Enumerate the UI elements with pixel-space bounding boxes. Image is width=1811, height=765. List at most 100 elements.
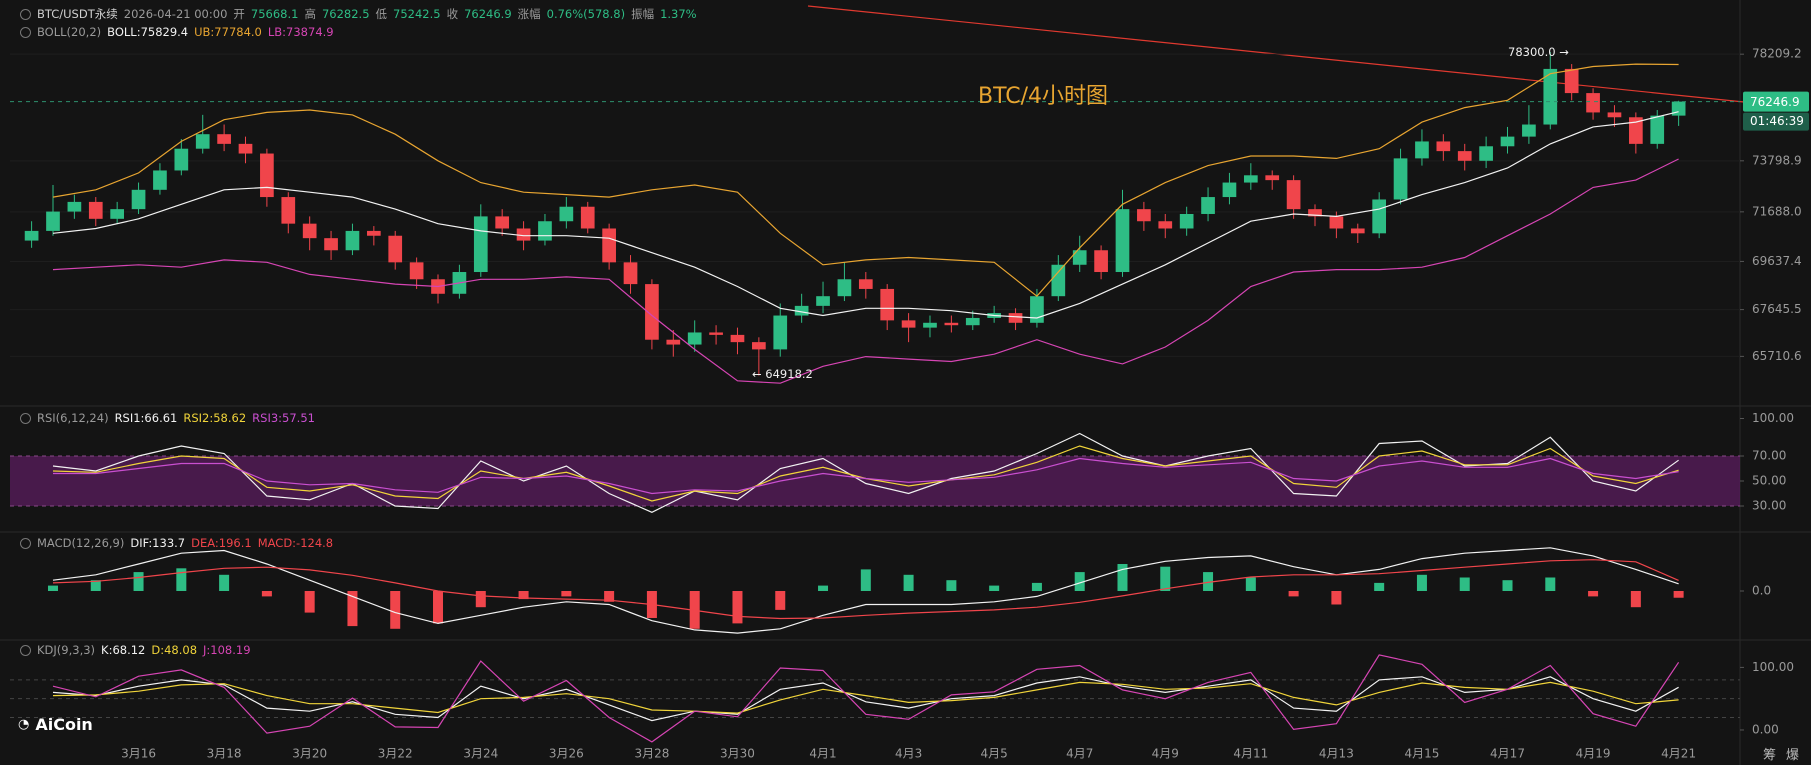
watermark: BTC/4小时图 xyxy=(978,84,1109,109)
histogram-bar xyxy=(433,590,444,624)
candle-body xyxy=(110,209,125,219)
y-tick-label: 30.00 xyxy=(1752,499,1786,513)
histogram-bar xyxy=(390,590,401,629)
candle-body xyxy=(1179,213,1194,229)
series-line xyxy=(52,158,1679,384)
legend-entry: RSI2:58.62 xyxy=(183,411,247,425)
open-value: 75668.1 xyxy=(250,7,299,21)
y-tick-label: 67645.5 xyxy=(1752,302,1802,316)
candle-body xyxy=(1137,209,1151,222)
icon xyxy=(20,412,31,424)
histogram-bar xyxy=(1374,582,1385,591)
histogram-bar xyxy=(1117,563,1128,591)
icon xyxy=(20,8,31,20)
x-tick-label: 3月16 xyxy=(121,747,156,761)
candle-body xyxy=(1522,124,1536,137)
legend-entry: RSI3:57.51 xyxy=(252,411,315,425)
series-line xyxy=(52,111,1679,319)
candle-body xyxy=(645,284,659,340)
candle-body xyxy=(623,262,638,285)
histogram-bar xyxy=(860,569,871,591)
histogram-bar xyxy=(604,590,615,602)
annotation: ← 64918.2 xyxy=(752,367,813,381)
y-tick-label: 100.00 xyxy=(1752,660,1794,674)
histogram-bar xyxy=(1588,590,1599,597)
candle-body xyxy=(602,228,616,263)
legend-entry: D:48.08 xyxy=(151,643,198,657)
candle-body xyxy=(195,134,210,149)
indicator-name: MACD(12,26,9) xyxy=(37,536,125,550)
legend-entry: DIF:133.7 xyxy=(130,536,186,550)
x-tick-label: 4月17 xyxy=(1490,747,1525,761)
button[interactable]: 爆 xyxy=(1785,748,1799,763)
candle-body xyxy=(1051,264,1066,297)
x-tick-label: 3月26 xyxy=(549,747,584,761)
candle-body xyxy=(366,230,381,236)
candle-body xyxy=(901,320,916,328)
candle-body xyxy=(1415,141,1429,159)
candle-body xyxy=(1094,250,1108,273)
annotation-text: 78300.0 xyxy=(1508,45,1556,59)
x-tick-label: 4月19 xyxy=(1576,747,1611,761)
y-tick-label: 78209.2 xyxy=(1752,47,1802,61)
legend-entry: MACD:-124.8 xyxy=(257,536,334,550)
change-value: 0.76%(578.8) xyxy=(546,7,626,21)
countdown-box xyxy=(1743,112,1809,131)
candle-body xyxy=(1372,199,1387,234)
y-tick-label: 69637.4 xyxy=(1752,254,1802,268)
logo-text: AiCoin xyxy=(35,715,93,734)
indicator-name: RSI(6,12,24) xyxy=(37,411,109,425)
candle-body xyxy=(1008,313,1023,323)
histogram-bar xyxy=(1545,577,1556,591)
legend-entry: UB:77784.0 xyxy=(194,25,262,39)
header: BTC/USDT永续 2026-04-21 00:00 开 75668.1 高 … xyxy=(20,6,697,22)
histogram-bar xyxy=(1245,577,1256,591)
button[interactable]: 筹 xyxy=(1762,748,1776,763)
close-label: 收 xyxy=(446,7,459,21)
band xyxy=(10,456,1740,506)
price-tag-label: 76246.9 xyxy=(1750,95,1800,109)
candle-body xyxy=(1350,228,1365,234)
x-tick-label: 3月24 xyxy=(463,747,498,761)
candle-body xyxy=(944,322,959,326)
indicator-name: KDJ(9,3,3) xyxy=(37,643,96,657)
histogram-bar xyxy=(561,590,572,597)
logo: ◔ AiCoin xyxy=(18,715,93,734)
candle-body xyxy=(1671,101,1686,116)
candle-body xyxy=(580,206,595,229)
histogram-bar xyxy=(818,585,829,591)
x-tick-label: 4月7 xyxy=(1066,747,1093,761)
candle-body xyxy=(516,228,531,241)
histogram-bar xyxy=(1203,572,1214,591)
amplitude-value: 1.37% xyxy=(660,7,697,21)
candle-body xyxy=(88,201,103,219)
candle-body xyxy=(666,339,681,345)
x-tick-label: 4月1 xyxy=(809,747,836,761)
candle-body xyxy=(773,315,788,350)
histogram-bar xyxy=(1288,590,1299,597)
x-tick-label: 4月9 xyxy=(1152,747,1179,761)
series-line xyxy=(52,681,1679,714)
histogram-bar xyxy=(1502,580,1513,591)
candle-body xyxy=(409,262,424,280)
histogram-bar xyxy=(176,568,187,591)
candle-body xyxy=(302,223,317,239)
y-tick-label: 73798.9 xyxy=(1752,153,1802,167)
x-tick-label: 4月5 xyxy=(981,747,1008,761)
candle-body xyxy=(538,221,552,241)
low-label: 低 xyxy=(375,7,388,21)
candle-body xyxy=(217,134,231,144)
candle-body xyxy=(1286,180,1301,210)
histogram-bar xyxy=(133,572,144,591)
candle-body xyxy=(1072,250,1087,265)
histogram-bar xyxy=(261,590,272,597)
x-tick-label: 3月22 xyxy=(378,747,413,761)
candle-body xyxy=(1586,93,1600,113)
histogram-bar xyxy=(1416,574,1427,591)
kdj-legend: KDJ(9,3,3) K:68.12 D:48.08 J:108.19 xyxy=(20,643,251,657)
histogram-bar xyxy=(946,580,957,591)
candle-body xyxy=(923,322,937,328)
histogram-bar xyxy=(1630,590,1641,608)
candle-body xyxy=(1329,216,1344,229)
